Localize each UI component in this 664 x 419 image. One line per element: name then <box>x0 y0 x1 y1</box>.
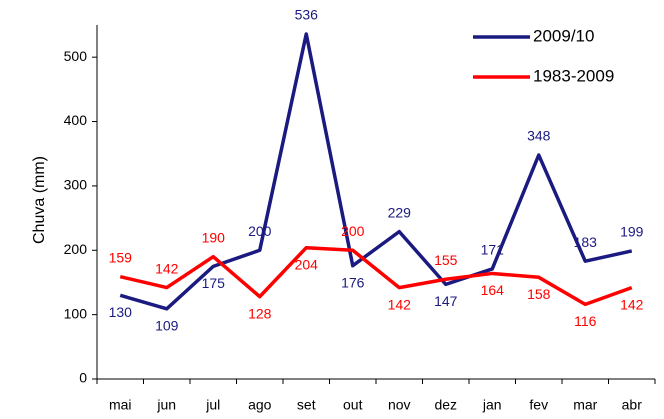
y-tick-label: 200 <box>64 241 88 257</box>
data-label: 159 <box>109 249 133 265</box>
x-tick-label: fev <box>529 397 548 413</box>
data-label: 164 <box>481 282 505 298</box>
data-label: 147 <box>434 293 458 309</box>
data-label: 176 <box>341 274 365 290</box>
data-label: 175 <box>202 275 226 291</box>
data-label: 155 <box>434 252 458 268</box>
x-tick-label: abr <box>622 397 643 413</box>
data-label: 158 <box>527 286 551 302</box>
y-tick-label: 500 <box>64 48 88 64</box>
data-label: 200 <box>248 223 272 239</box>
data-label: 199 <box>620 224 644 240</box>
data-label: 229 <box>388 204 412 220</box>
x-tick-label: ago <box>248 397 272 413</box>
series-line <box>119 32 633 311</box>
x-tick-label: jun <box>156 397 176 413</box>
data-label: 109 <box>155 318 179 334</box>
series-line <box>119 245 633 307</box>
y-tick-label: 300 <box>64 177 88 193</box>
data-label: 128 <box>248 305 272 321</box>
data-label: 183 <box>574 234 598 250</box>
x-tick-label: set <box>297 397 316 413</box>
data-label: 142 <box>155 260 179 276</box>
data-label: 116 <box>574 313 597 329</box>
data-label: 171 <box>481 242 505 258</box>
data-label: 200 <box>341 223 365 239</box>
y-tick-label: 100 <box>64 305 88 321</box>
legend-label: 2009/10 <box>533 26 594 45</box>
data-label: 130 <box>109 304 133 320</box>
data-label: 142 <box>388 296 412 312</box>
x-tick-label: out <box>343 397 363 413</box>
data-label: 190 <box>202 229 226 245</box>
x-tick-label: mai <box>109 397 132 413</box>
data-label: 142 <box>620 296 644 312</box>
data-label: 536 <box>295 7 319 23</box>
x-tick-label: jan <box>482 397 502 413</box>
y-tick-label: 400 <box>64 112 88 128</box>
legend-label: 1983-2009 <box>533 66 614 85</box>
x-tick-label: nov <box>388 397 411 413</box>
x-tick-label: dez <box>434 397 457 413</box>
data-label: 348 <box>527 128 551 144</box>
data-label: 204 <box>295 256 319 272</box>
y-axis-label: Chuva (mm) <box>31 156 48 244</box>
x-tick-label: jul <box>205 397 220 413</box>
x-tick-label: mar <box>573 397 597 413</box>
y-tick-label: 0 <box>79 370 87 386</box>
